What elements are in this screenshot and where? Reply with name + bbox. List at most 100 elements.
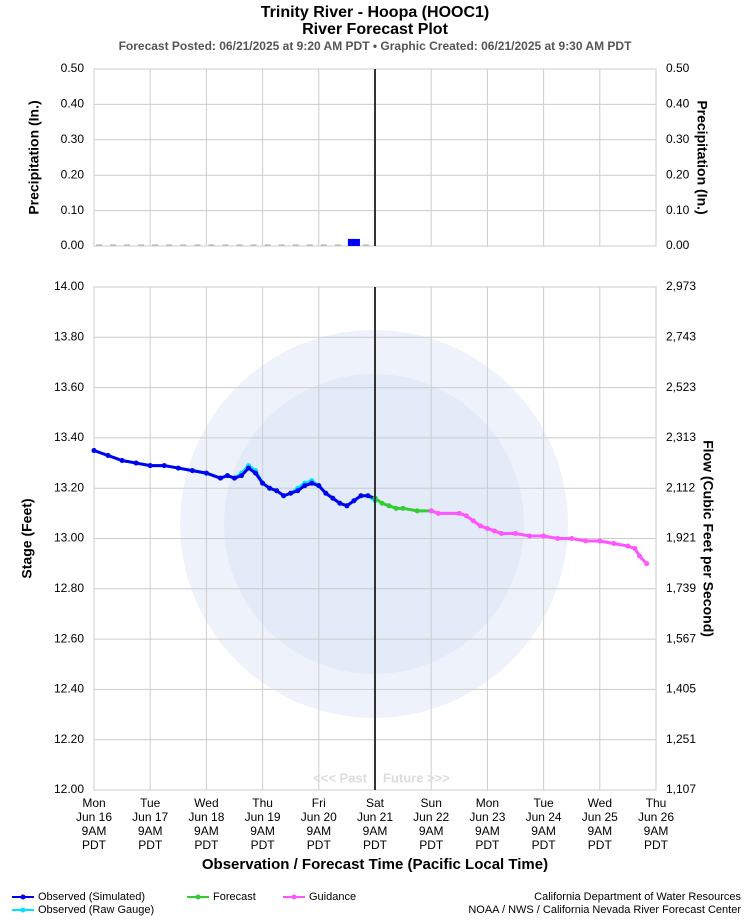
credit: California Department of Water Resources: [534, 891, 741, 903]
x-tick-label: 9AM: [587, 824, 612, 838]
x-tick-label: PDT: [363, 838, 388, 852]
x-tick-label: PDT: [532, 838, 557, 852]
series-point: [189, 468, 195, 474]
y2-tick-label: 0.30: [666, 132, 690, 146]
x-tick-label: PDT: [194, 838, 219, 852]
x-tick-label: Jun 25: [582, 810, 618, 824]
x-tick-label: Mon: [82, 796, 105, 810]
series-point: [239, 473, 245, 479]
series-point: [217, 475, 223, 481]
x-tick-label: Thu: [252, 796, 273, 810]
series-point: [513, 530, 518, 536]
legend-marker: [20, 894, 26, 900]
x-tick-label: PDT: [475, 838, 500, 852]
x-tick-label: 9AM: [306, 824, 331, 838]
credit: NOAA / NWS / California Nevada River For…: [468, 904, 741, 916]
series-point: [644, 561, 650, 567]
series-point: [625, 543, 631, 549]
y-tick-label: 13.20: [54, 480, 84, 494]
series-point: [470, 518, 476, 524]
series-point: [281, 493, 287, 499]
x-tick-label: Thu: [646, 796, 667, 810]
series-point: [428, 508, 434, 514]
y2-axis-label: Precipitation (In.): [694, 100, 710, 214]
series-point: [203, 470, 209, 476]
y-tick-label: 12.40: [54, 682, 84, 696]
y-axis-label: Precipitation (In.): [26, 100, 42, 214]
legend-marker: [195, 894, 201, 900]
y2-tick-label: 2,313: [666, 430, 696, 444]
series-point: [337, 500, 343, 506]
x-tick-label: 9AM: [475, 824, 500, 838]
series-point: [295, 488, 301, 494]
series-point: [358, 493, 364, 499]
series-point: [253, 470, 259, 476]
x-tick-label: 9AM: [644, 824, 669, 838]
y2-tick-label: 2,743: [666, 329, 696, 343]
y2-tick-label: 2,523: [666, 380, 696, 394]
y-tick-label: 0.40: [61, 97, 85, 111]
x-tick-label: PDT: [588, 838, 613, 852]
series-point: [414, 508, 420, 514]
title: Trinity River - Hoopa (HOOC1): [261, 4, 489, 21]
y2-tick-label: 1,739: [666, 581, 696, 595]
legend-label: Observed (Raw Gauge): [38, 904, 154, 916]
x-tick-label: PDT: [644, 838, 669, 852]
series-point: [456, 510, 462, 516]
series-point: [224, 473, 230, 479]
y2-tick-label: 1,405: [666, 682, 696, 696]
x-tick-label: Jun 23: [469, 810, 505, 824]
legend-label: Observed (Simulated): [38, 891, 145, 903]
x-tick-label: Jun 19: [245, 810, 281, 824]
series-point: [491, 528, 497, 534]
series-point: [527, 533, 533, 539]
y2-tick-label: 2,112: [666, 480, 695, 494]
series-point: [133, 460, 139, 466]
series-point: [91, 447, 97, 453]
series-point: [288, 490, 294, 496]
series-point: [246, 465, 252, 471]
x-tick-label: Jun 24: [526, 810, 562, 824]
y-tick-label: 13.00: [54, 531, 84, 545]
y2-tick-label: 1,567: [666, 631, 696, 645]
x-tick-label: Sun: [421, 796, 442, 810]
x-tick-label: Jun 18: [188, 810, 224, 824]
x-tick-label: PDT: [138, 838, 163, 852]
series-point: [637, 553, 643, 559]
x-tick-label: Tue: [533, 796, 554, 810]
legend-label: Forecast: [213, 891, 256, 903]
series-point: [597, 538, 603, 544]
x-tick-label: Tue: [140, 796, 161, 810]
y-tick-label: 12.60: [54, 631, 84, 645]
x-tick-label: Jun 20: [301, 810, 337, 824]
annotation: Future >>>: [383, 770, 450, 785]
x-tick-label: Jun 26: [638, 810, 674, 824]
y2-tick-label: 0.10: [666, 203, 690, 217]
x-tick-label: 9AM: [419, 824, 444, 838]
y-tick-label: 0.50: [61, 61, 85, 75]
series-point: [569, 536, 575, 541]
series-point: [555, 536, 561, 541]
y2-axis-label: Flow (Cubic Feet per Second): [700, 440, 716, 637]
y2-tick-label: 0.40: [666, 97, 690, 111]
y-axis-label: Stage (Feet): [19, 498, 35, 578]
x-tick-label: PDT: [251, 838, 276, 852]
x-tick-label: Wed: [588, 796, 612, 810]
series-point: [302, 483, 308, 489]
x-tick-label: PDT: [307, 838, 332, 852]
series-point: [175, 465, 181, 471]
x-tick-label: PDT: [82, 838, 107, 852]
legend-marker: [20, 907, 26, 913]
x-tick-label: Jun 16: [76, 810, 112, 824]
y-tick-label: 13.40: [54, 430, 84, 444]
y2-tick-label: 2,973: [666, 279, 696, 293]
x-tick-label: Mon: [476, 796, 499, 810]
series-point: [119, 458, 125, 464]
legend-label: Guidance: [309, 891, 356, 903]
x-tick-label: 9AM: [138, 824, 163, 838]
x-tick-label: 9AM: [531, 824, 556, 838]
series-point: [365, 493, 371, 499]
y-tick-label: 12.20: [54, 732, 84, 746]
y2-tick-label: 0.50: [666, 61, 690, 75]
